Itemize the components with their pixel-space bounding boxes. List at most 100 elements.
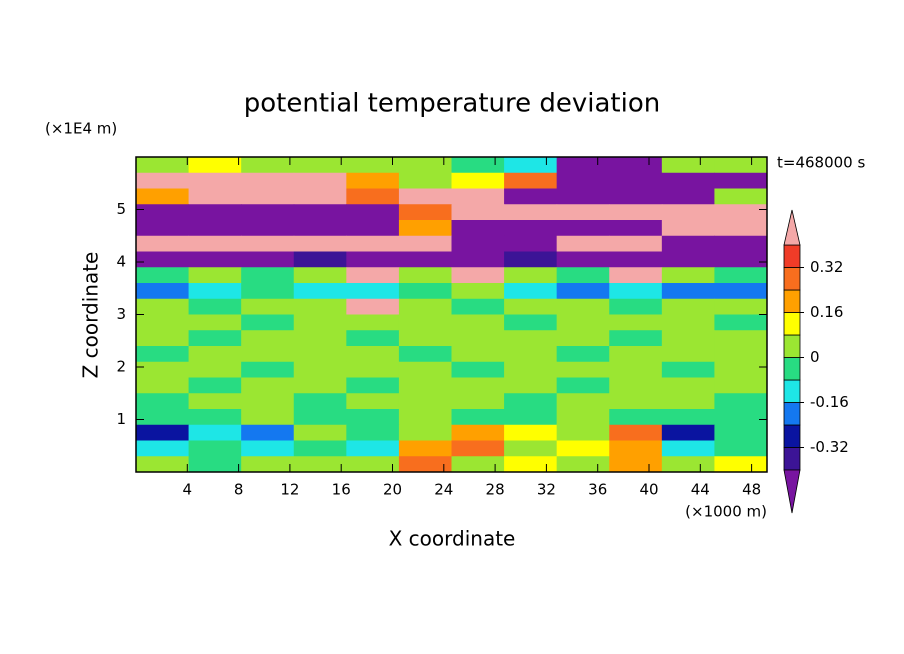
field-cell	[661, 409, 715, 426]
chart-title: potential temperature deviation	[244, 89, 660, 119]
field-cell	[504, 393, 558, 410]
field-cell	[661, 188, 715, 205]
field-cell	[451, 298, 505, 315]
field-cell	[714, 172, 768, 189]
field-cell	[504, 283, 558, 300]
field-cell	[504, 330, 558, 347]
field-cell	[609, 330, 663, 347]
field-cell	[556, 188, 610, 205]
field-cell	[293, 298, 347, 315]
field-cell	[293, 409, 347, 426]
field-cell	[136, 172, 190, 189]
field-cell	[556, 330, 610, 347]
field-cell	[609, 283, 663, 300]
field-cell	[346, 172, 400, 189]
field-cell	[714, 330, 768, 347]
field-cell	[188, 298, 242, 315]
field-cell	[504, 267, 558, 284]
field-cell	[556, 424, 610, 441]
field-cell	[293, 424, 347, 441]
colorbar-extend-top	[783, 209, 801, 246]
x-tick-label: 36	[588, 481, 607, 499]
field-cell	[451, 424, 505, 441]
field-cell	[451, 188, 505, 205]
field-cell	[504, 235, 558, 252]
field-cell	[346, 393, 400, 410]
field-cell	[714, 157, 768, 174]
field-cell	[188, 361, 242, 378]
colorbar-tick-label: 0.16	[810, 303, 843, 321]
field-cell	[241, 440, 295, 457]
field-cell	[609, 235, 663, 252]
field-cell	[609, 188, 663, 205]
field-cell	[609, 409, 663, 426]
field-cell	[346, 314, 400, 331]
field-cell	[241, 377, 295, 394]
field-cell	[346, 424, 400, 441]
field-cell	[293, 393, 347, 410]
field-cell	[136, 409, 190, 426]
field-cell	[504, 204, 558, 221]
field-cell	[241, 424, 295, 441]
x-axis-label: X coordinate	[389, 527, 516, 551]
x-tick-label: 16	[332, 481, 351, 499]
field-cell	[714, 298, 768, 315]
field-cell	[398, 409, 452, 426]
field-cell	[504, 172, 558, 189]
field-cell	[241, 283, 295, 300]
x-tick-label: 32	[537, 481, 556, 499]
field-cell	[556, 377, 610, 394]
field-cell	[556, 456, 610, 473]
field-cell	[714, 204, 768, 221]
field-cell	[136, 456, 190, 473]
colorbar-band	[783, 447, 801, 471]
field-cell	[661, 456, 715, 473]
field-cell	[451, 330, 505, 347]
field-cell	[136, 298, 190, 315]
field-cell	[241, 251, 295, 268]
field-cell	[188, 251, 242, 268]
field-cell	[609, 456, 663, 473]
field-cell	[504, 456, 558, 473]
field-cell	[451, 220, 505, 237]
field-cell	[504, 409, 558, 426]
field-cell	[293, 440, 347, 457]
field-cell	[451, 204, 505, 221]
field-cell	[241, 314, 295, 331]
x-tick-label: 20	[383, 481, 402, 499]
field-cell	[398, 188, 452, 205]
field-cell	[188, 204, 242, 221]
field-cell	[661, 283, 715, 300]
field-cell	[188, 283, 242, 300]
colorbar-band	[783, 357, 801, 381]
field-cell	[241, 235, 295, 252]
field-cell	[398, 157, 452, 174]
field-cell	[346, 440, 400, 457]
field-cell	[714, 456, 768, 473]
field-cell	[346, 409, 400, 426]
y-axis-label: Z coordinate	[79, 252, 103, 379]
field-cell	[504, 220, 558, 237]
field-cell	[714, 409, 768, 426]
field-cell	[556, 314, 610, 331]
colorbar-band	[783, 334, 801, 358]
field-cell	[241, 220, 295, 237]
field-cell	[451, 456, 505, 473]
y-tick-label: 5	[116, 200, 126, 218]
field-cell	[556, 172, 610, 189]
field-cell	[398, 456, 452, 473]
field-cell	[398, 346, 452, 363]
field-cell	[136, 188, 190, 205]
field-cell	[241, 330, 295, 347]
field-cell	[556, 251, 610, 268]
field-cell	[136, 157, 190, 174]
field-cell	[609, 361, 663, 378]
field-cell	[609, 346, 663, 363]
field-cell	[188, 440, 242, 457]
field-cell	[398, 377, 452, 394]
field-cell	[188, 235, 242, 252]
colorbar-band	[783, 244, 801, 268]
field-cell	[136, 314, 190, 331]
field-cell	[346, 220, 400, 237]
field-cell	[714, 188, 768, 205]
